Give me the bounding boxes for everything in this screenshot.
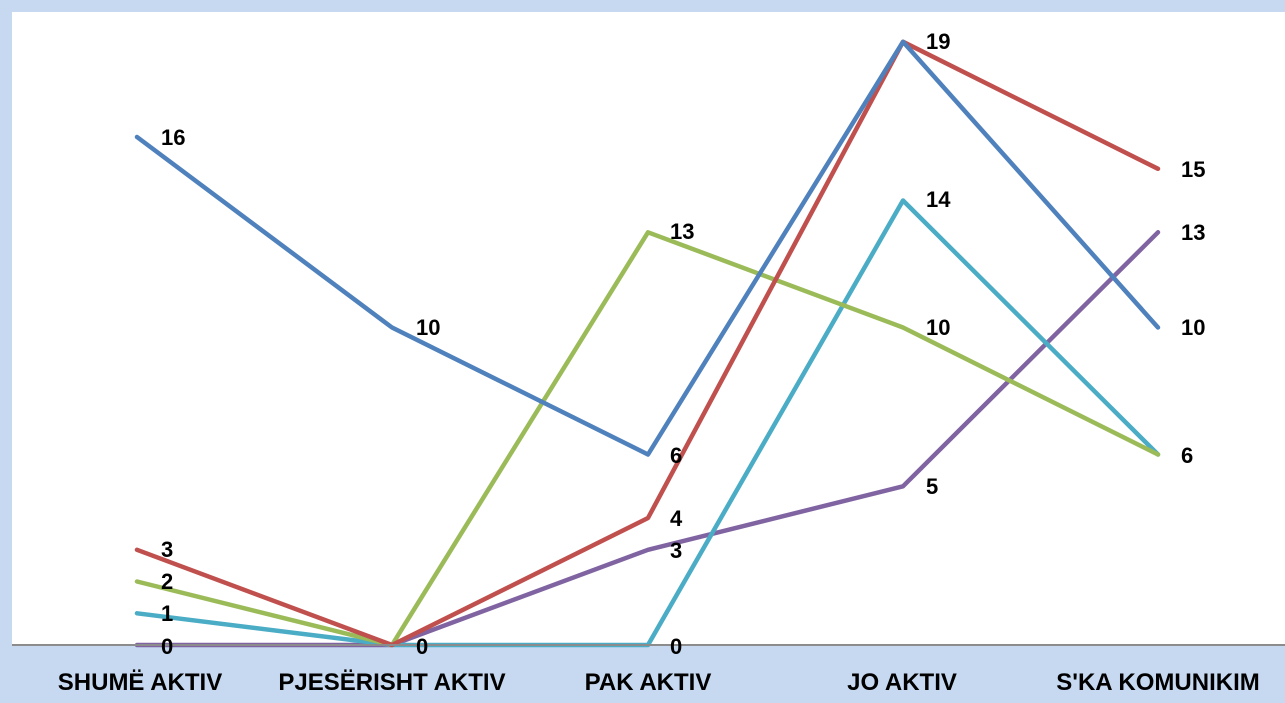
data-label: 13 xyxy=(670,219,694,244)
data-label: 16 xyxy=(161,125,185,150)
data-label: 19 xyxy=(926,29,950,54)
series-line-1 xyxy=(134,39,1161,457)
data-label: 0 xyxy=(670,634,682,659)
data-label: 4 xyxy=(670,506,683,531)
category-label: S'KA KOMUNIKIM xyxy=(1056,669,1259,696)
data-label: 13 xyxy=(1181,220,1205,245)
data-label: 5 xyxy=(926,474,938,499)
data-label: 0 xyxy=(161,634,173,659)
data-label: 15 xyxy=(1181,157,1205,182)
series-line-3 xyxy=(134,230,1161,648)
data-label: 0 xyxy=(416,634,428,659)
plot-area xyxy=(12,12,1285,645)
category-label: JO AKTIV xyxy=(847,669,957,696)
data-label: 10 xyxy=(1181,315,1205,340)
data-label: 10 xyxy=(416,315,440,340)
data-label: 1 xyxy=(161,601,173,626)
data-label: 6 xyxy=(1181,443,1193,468)
series-line-2 xyxy=(134,39,1161,648)
data-label: 6 xyxy=(670,443,682,468)
category-label: PJESËRISHT AKTIV xyxy=(278,669,505,696)
data-label: 14 xyxy=(926,187,951,212)
category-label: SHUMË AKTIV xyxy=(58,669,222,696)
data-label: 2 xyxy=(161,569,173,594)
data-label: 3 xyxy=(670,538,682,563)
category-axis-labels: SHUMË AKTIV PJESËRISHT AKTIV PAK AKTIV JO A… xyxy=(58,669,1260,696)
category-label: PAK AKTIV xyxy=(585,669,712,696)
data-label: 10 xyxy=(926,315,950,340)
data-label: 3 xyxy=(161,537,173,562)
